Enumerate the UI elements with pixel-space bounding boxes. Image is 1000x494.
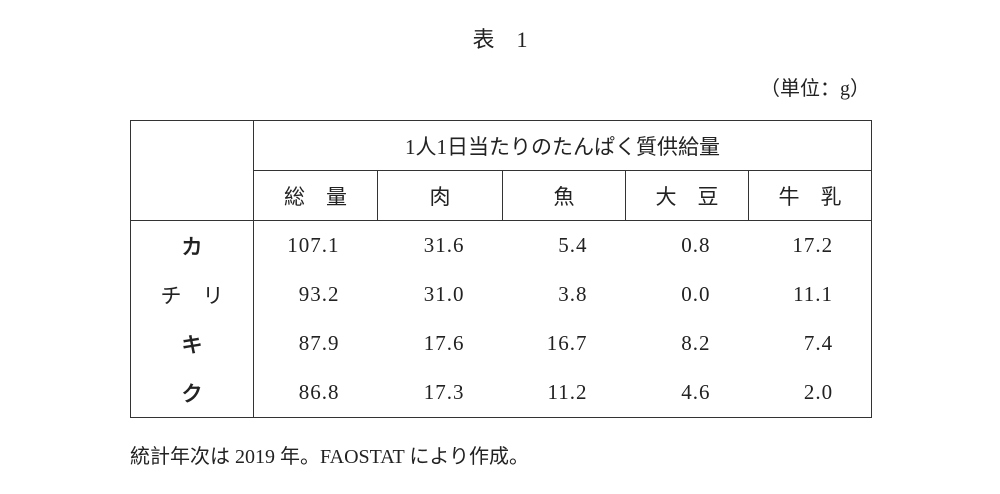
- cell-value: 7.4: [803, 331, 834, 355]
- cell-value: 3.8: [558, 282, 588, 306]
- cell-value: 11.2: [547, 380, 588, 404]
- cell-value: 17.3: [423, 380, 465, 404]
- data-row: キ 87.9 17.6 16.7 8.2 7.4: [130, 319, 872, 368]
- cell-value: 87.9: [298, 331, 340, 355]
- cell-value: 5.4: [558, 233, 588, 257]
- cell-value: 17.6: [423, 331, 465, 355]
- table-title: 表 1: [472, 27, 528, 52]
- cell-value: 17.2: [792, 233, 834, 257]
- row-label: カ: [130, 220, 254, 270]
- data-row: カ 107.1 31.6 5.4 0.8 17.2: [130, 220, 872, 270]
- cell-value: 8.2: [681, 331, 711, 355]
- cell-value: 11.1: [793, 282, 834, 306]
- header-row: 総 量肉魚大 豆牛 乳: [131, 170, 872, 221]
- column-header: 総 量: [253, 170, 378, 221]
- cell-value: 0.0: [681, 282, 711, 306]
- data-row: チ リ 93.2 31.0 3.8 0.0 11.1: [130, 270, 872, 319]
- data-row: ク 86.8 17.3 11.2 4.6 2.0: [130, 368, 872, 418]
- footnote: 統計年次は 2019 年。FAOSTAT により作成。: [130, 446, 529, 468]
- column-header: 牛 乳: [747, 170, 872, 221]
- cell-value: 2.0: [803, 380, 834, 404]
- column-header: 大 豆: [625, 170, 749, 221]
- cell-value: 16.7: [546, 331, 588, 355]
- cell-value: 4.6: [681, 380, 711, 404]
- unit-label: （単位：g）: [760, 78, 870, 100]
- column-header: 肉: [377, 170, 503, 221]
- column-header: 魚: [502, 170, 626, 221]
- row-label: チ リ: [130, 270, 254, 319]
- cell-value: 31.6: [423, 233, 465, 257]
- cell-value: 93.2: [298, 282, 340, 306]
- header-group: 1人1日当たりのたんぱく質供給量: [252, 120, 872, 171]
- header-row: 1人1日当たりのたんぱく質供給量: [130, 120, 872, 221]
- row-label: ク: [130, 368, 254, 418]
- row-label: キ: [130, 319, 254, 368]
- table-body: 1人1日当たりのたんぱく質供給量 総 量肉魚大 豆牛 乳 カ 107.1 31.6 5…: [130, 120, 872, 418]
- cell-value: 31.0: [423, 282, 465, 306]
- data-table: 1人1日当たりのたんぱく質供給量 総 量肉魚大 豆牛 乳 カ 107.1 31.6 5…: [130, 120, 873, 418]
- cell-value: 86.8: [298, 380, 340, 404]
- corner-cell: [130, 120, 254, 221]
- cell-value: 0.8: [681, 233, 711, 257]
- cell-value: 107.1: [287, 233, 340, 257]
